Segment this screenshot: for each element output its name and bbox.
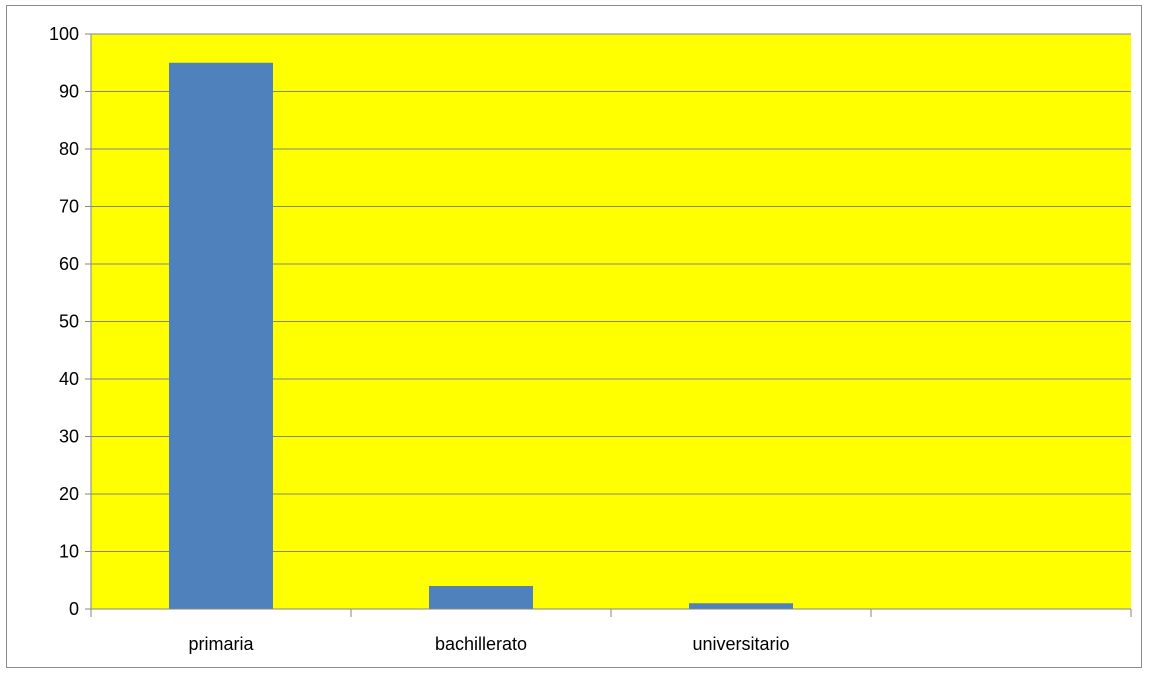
y-tick-label: 90 [59, 82, 79, 102]
bar-universitario [689, 603, 793, 609]
bar-bachillerato [429, 586, 533, 609]
y-tick-label: 50 [59, 312, 79, 332]
y-tick-labels: 0 10 20 30 40 50 60 70 80 90 100 [49, 24, 79, 619]
bars [169, 62, 793, 609]
axes [85, 33, 1132, 617]
y-tick-label: 20 [59, 484, 79, 504]
x-tick-label: primaria [188, 634, 254, 654]
y-tick-label: 80 [59, 139, 79, 159]
y-tick-label: 30 [59, 427, 79, 447]
x-tick-label: universitario [692, 634, 789, 654]
y-tick-label: 100 [49, 24, 79, 44]
y-tick-label: 70 [59, 197, 79, 217]
y-tick-label: 0 [69, 599, 79, 619]
bar-primaria [169, 62, 273, 609]
y-tick-label: 40 [59, 369, 79, 389]
y-tick-label: 60 [59, 254, 79, 274]
x-tick-labels: primaria bachillerato universitario [188, 634, 789, 654]
y-tick-label: 10 [59, 542, 79, 562]
x-tick-label: bachillerato [435, 634, 527, 654]
